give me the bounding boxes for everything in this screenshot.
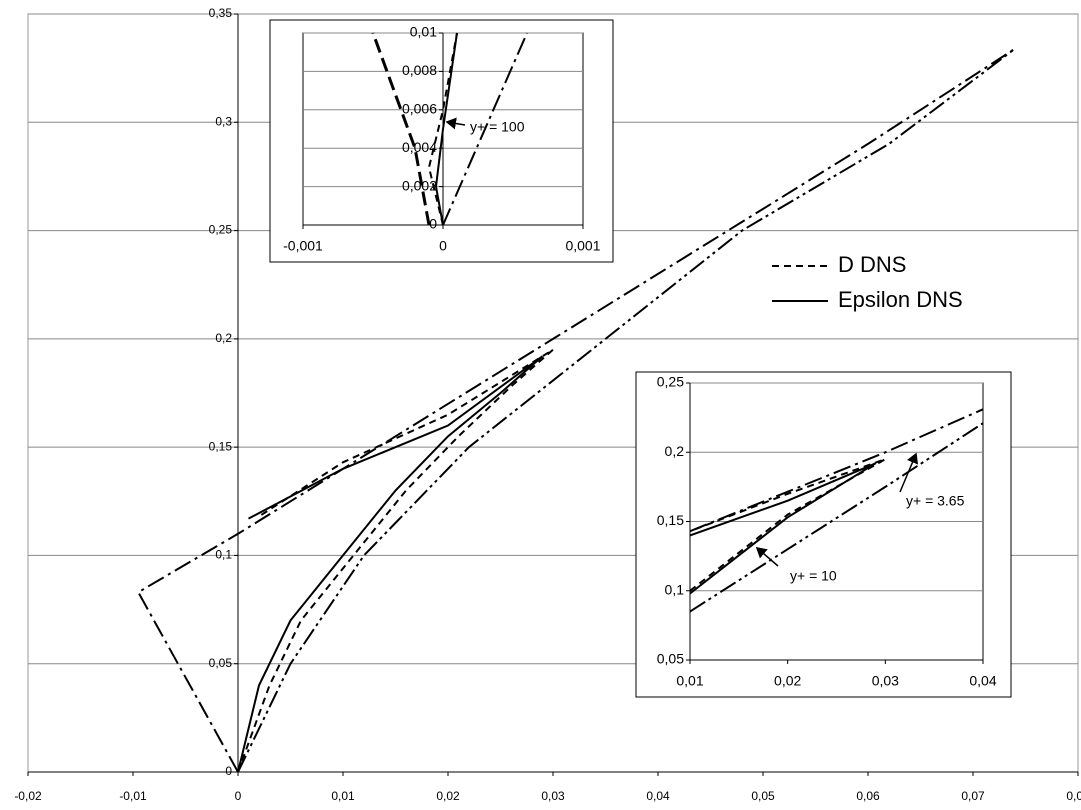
series-line: [690, 422, 983, 613]
legend-label: Epsilon DNS: [838, 287, 963, 312]
y-tick-label: 0,006: [402, 101, 437, 117]
inset-frame: [635, 371, 1012, 698]
x-tick-label: 0,01: [331, 789, 355, 803]
annotation-arrow: [755, 547, 779, 567]
y-tick-label: 0,01: [410, 24, 437, 40]
x-tick-label: -0,01: [119, 789, 147, 803]
x-tick-label: 0,01: [676, 673, 703, 689]
y-tick-label: 0,004: [402, 139, 437, 155]
y-tick-label: 0,15: [657, 512, 684, 528]
x-tick-label: 0,08: [1066, 789, 1081, 803]
x-tick-label: 0: [235, 789, 242, 803]
y-tick-label: 0,002: [402, 177, 437, 193]
x-tick-label: 0: [439, 238, 447, 254]
series-line: [427, 32, 458, 226]
series-line: [136, 47, 1016, 773]
y-tick-label: 0: [429, 216, 437, 232]
y-tick-label: 0,25: [209, 223, 233, 237]
plot: 0,05 0,1 0,15 0,2 0,25 0,01 0,02 0,03 0,04 y+ = 3…: [635, 371, 1012, 698]
series-line: [690, 458, 886, 592]
y-tick-label: 0,05: [209, 656, 233, 670]
y-tick-label: 0,3: [215, 114, 232, 128]
x-tick-label: 0,04: [646, 789, 670, 803]
y-tick-label: 0,2: [665, 443, 685, 459]
annotation-arrow: [445, 117, 466, 130]
x-tick-label: 0,05: [751, 789, 775, 803]
x-tick-label: -0,02: [14, 789, 42, 803]
x-tick-label: 0,06: [856, 789, 880, 803]
annotation: y+ = 100: [470, 119, 525, 135]
annotation-arrow: [899, 452, 919, 493]
x-tick-label: 0,02: [774, 673, 801, 689]
x-tick-label: 0,02: [436, 789, 460, 803]
x-tick-label: 0,001: [565, 238, 600, 254]
y-tick-label: 0,25: [657, 374, 684, 390]
annotation: y+ = 3.65: [906, 493, 965, 509]
series-line: [690, 408, 983, 533]
series-line: [434, 32, 458, 226]
x-tick-label: -0,001: [283, 238, 323, 254]
y-tick-label: 0,008: [402, 62, 437, 78]
y-tick-label: 0,15: [209, 439, 233, 453]
series-line: [690, 462, 877, 595]
y-tick-label: 0,1: [665, 581, 685, 597]
x-tick-label: 0,03: [541, 789, 565, 803]
x-tick-label: 0,07: [961, 789, 985, 803]
series-line: [442, 32, 528, 226]
series-line: [237, 355, 544, 773]
series-line: [371, 32, 431, 226]
y-tick-label: 0: [225, 764, 232, 778]
plot: 0 0,002 0,004 0,006 0,008 0,01 -0,001 0 0,001 y+ …: [269, 19, 614, 263]
y-tick-label: 0,05: [657, 651, 684, 667]
legend-label: D DNS: [838, 252, 906, 277]
plot: 0 0,05 0,1 0,15 0,2 0,25 0,3 0,35 -0,02 -0,01 0 0,0…: [14, 6, 1081, 803]
x-tick-label: 0,04: [969, 673, 996, 689]
series-line: [237, 348, 554, 773]
y-tick-label: 0,1: [215, 548, 232, 562]
x-tick-label: 0,03: [872, 673, 899, 689]
y-tick-label: 0,2: [215, 331, 232, 345]
annotation: y+ = 10: [790, 568, 837, 584]
y-tick-label: 0,35: [209, 6, 233, 20]
